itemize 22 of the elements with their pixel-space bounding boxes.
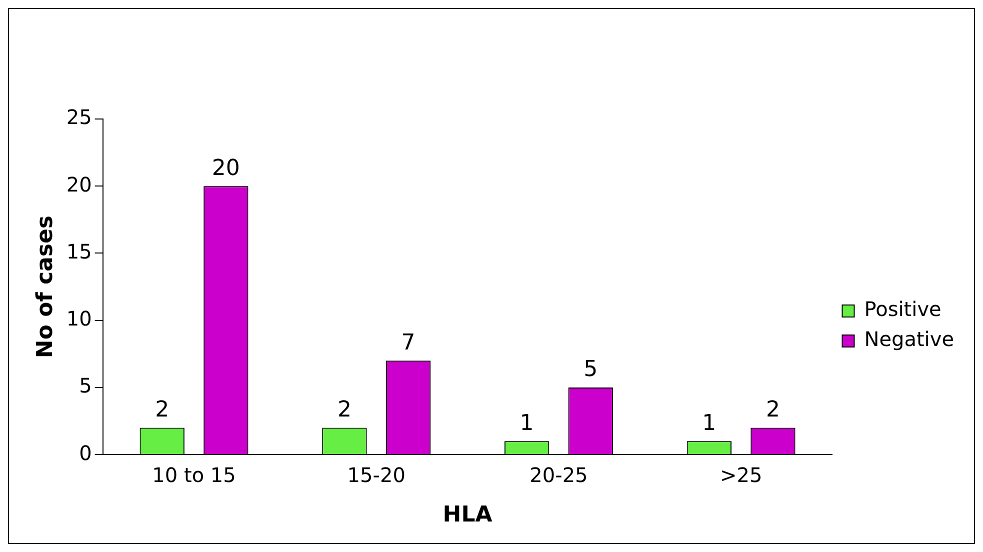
data-label: 1 [702, 410, 716, 436]
x-tick-label: 10 to 15 [152, 462, 236, 487]
x-axis-title: HLA [442, 502, 492, 528]
y-tick-label: 15 [66, 239, 92, 264]
data-label: 2 [337, 397, 352, 422]
y-tick-label: 0 [79, 440, 92, 465]
y-axis-title: No of cases [32, 216, 58, 358]
data-label: 2 [766, 397, 780, 422]
x-tick-label: 15-20 [347, 462, 406, 487]
y-tick-label: 20 [66, 172, 92, 196]
y-tick-label: 10 [66, 306, 92, 331]
data-label: 5 [584, 357, 598, 382]
x-tick-label: 20-25 [530, 462, 588, 487]
legend-label: Negative [864, 327, 954, 352]
data-label: 7 [401, 330, 416, 356]
y-tick-label: 5 [79, 374, 92, 398]
data-label: 1 [520, 410, 534, 436]
x-tick-label: >25 [720, 462, 762, 487]
legend-label: Positive [864, 297, 942, 322]
y-tick-label: 25 [66, 105, 92, 130]
data-label: 2 [155, 397, 170, 422]
data-label: 20 [212, 156, 240, 181]
